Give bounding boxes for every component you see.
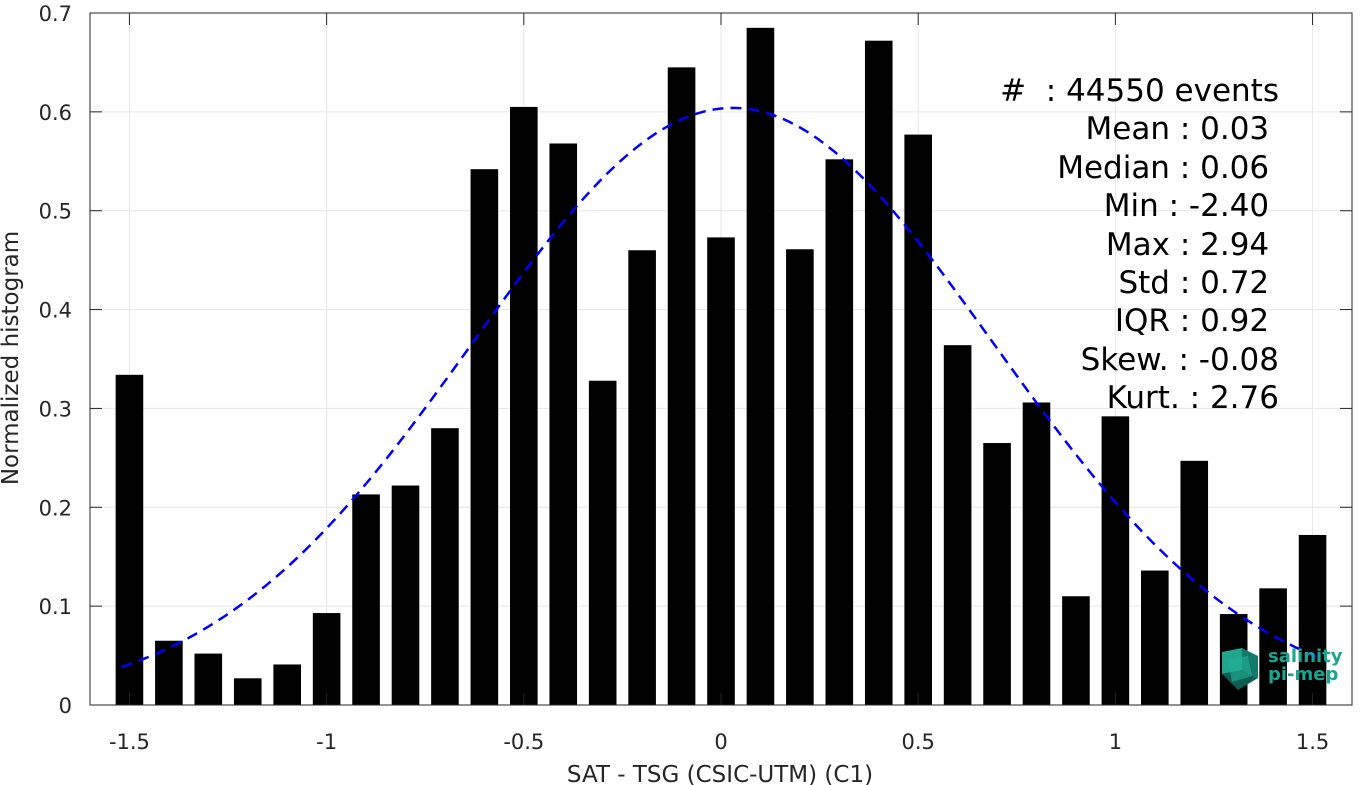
histogram-bar (667, 67, 696, 705)
stats-min: Min : -2.40 (1103, 188, 1279, 225)
y-tick-label: 0.7 (39, 2, 72, 26)
histogram-bar (904, 134, 932, 705)
y-tick-label: 0.2 (39, 496, 72, 520)
histogram-bar (391, 485, 420, 705)
logo-line1: salinity (1268, 646, 1343, 667)
stats-skew: Skew. : -0.08 (1080, 341, 1279, 378)
stats-max: Max : 2.94 (1105, 226, 1279, 263)
histogram-bar (233, 678, 262, 705)
histogram-bar (628, 250, 656, 705)
x-tick-label: -1.5 (109, 730, 150, 754)
histogram-bar (746, 27, 775, 706)
histogram-bar (155, 640, 183, 705)
histogram-bar (510, 106, 538, 705)
histogram-bar (707, 237, 735, 706)
histogram-bar (1259, 588, 1287, 705)
histogram-bar (588, 380, 617, 705)
salinity-pimep-logo: salinity pi-mep (1218, 646, 1348, 694)
x-tick-label: 0.5 (901, 730, 934, 754)
stats-std: Std : 0.72 (1118, 265, 1279, 302)
x-tick-label: -0.5 (503, 730, 544, 754)
histogram-bar (1180, 460, 1209, 705)
histogram-bar (1022, 402, 1051, 705)
y-tick-label: 0.4 (39, 299, 72, 323)
histogram-bar (352, 494, 380, 705)
stats-events: # : 44550 events (1000, 73, 1279, 109)
histogram-bar (1062, 596, 1090, 705)
y-tick-label: 0.3 (39, 397, 72, 421)
stats-median: Median : 0.06 (1057, 149, 1279, 186)
histogram-bar (115, 374, 144, 705)
histogram-bar (1101, 416, 1130, 705)
histogram-bar (312, 613, 341, 705)
y-tick-label: 0 (59, 694, 72, 718)
grid-lines (90, 12, 1352, 706)
x-tick-labels: -1.5 -1 -0.5 0 0.5 1 1.5 (109, 730, 1329, 754)
y-tick-label: 0.6 (39, 101, 72, 125)
histogram-bar (470, 169, 499, 706)
x-tick-label: 0 (714, 730, 727, 754)
histogram-bar (431, 428, 459, 705)
stats-panel: # : 44550 events Mean : 0.03 Median : 0.… (1000, 72, 1279, 418)
x-tick-label: -1 (316, 730, 337, 754)
histogram-bar (864, 40, 893, 706)
histogram-bar (273, 664, 301, 705)
histogram-bar (786, 249, 814, 706)
y-tick-labels: 0 0.1 0.2 0.3 0.4 0.5 0.6 0.7 (39, 2, 72, 718)
y-tick-label: 0.1 (39, 595, 72, 619)
histogram-bar (983, 443, 1011, 705)
histogram-bars (115, 27, 1327, 706)
histogram-bar (549, 143, 578, 705)
histogram-bar (1298, 534, 1327, 705)
x-tick-label: 1 (1109, 730, 1122, 754)
normal-fit-curve (121, 106, 1321, 669)
logo-line2: pi-mep (1268, 664, 1339, 685)
histogram-bar (943, 345, 972, 705)
histogram-bar (825, 159, 854, 705)
x-tick-label: 1.5 (1296, 730, 1329, 754)
x-axis-label: SAT - TSG (CSIC-UTM) (C1) (567, 762, 873, 785)
stats-mean: Mean : 0.03 (1085, 111, 1279, 148)
stats-kurt: Kurt. : 2.76 (1106, 380, 1279, 417)
stats-iqr: IQR : 0.92 (1114, 303, 1279, 340)
histogram-bar (194, 653, 223, 705)
histogram-bar (1141, 570, 1169, 705)
y-axis-label: Normalized histogram (0, 231, 24, 485)
y-tick-label: 0.5 (39, 200, 72, 224)
cube-logo-icon (1222, 648, 1258, 690)
axis-ticks (90, 12, 1352, 706)
